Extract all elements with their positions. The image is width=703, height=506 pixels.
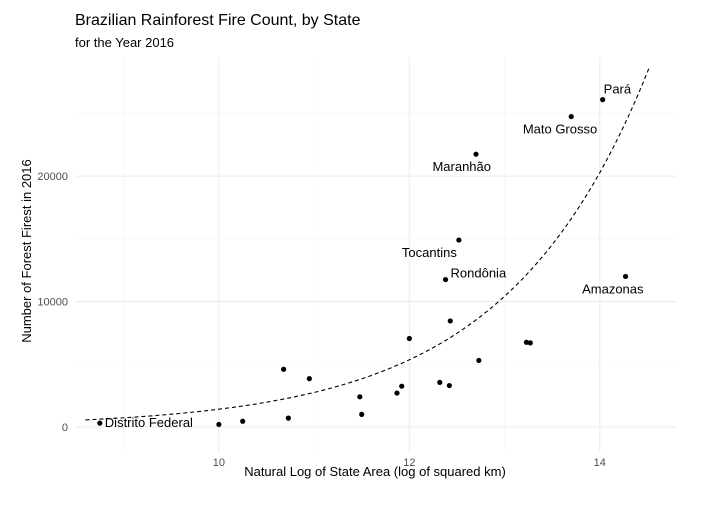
y-axis-ticks: 0 10000 20000 (37, 171, 68, 434)
data-point (447, 318, 453, 324)
x-tick-label: 12 (403, 457, 415, 469)
x-axis-ticks: 10 12 14 (213, 457, 606, 469)
data-point (568, 113, 574, 120)
data-point (456, 237, 462, 243)
point-label: Tocantins (402, 245, 457, 260)
y-tick-label: 20000 (37, 171, 68, 183)
data-point (476, 357, 482, 364)
data-point (437, 379, 443, 386)
data-point (281, 366, 287, 372)
y-tick-label: 0 (62, 422, 68, 434)
point-label: Rondônia (451, 266, 507, 281)
data-point (600, 97, 606, 103)
data-point (357, 394, 363, 400)
fit-curve (85, 67, 650, 421)
data-point (473, 151, 479, 157)
data-point (359, 411, 365, 417)
data-point (285, 415, 291, 421)
chart-subtitle: for the Year 2016 (75, 35, 174, 50)
data-point (446, 382, 452, 389)
x-axis-title: Natural Log of State Area (log of square… (244, 464, 506, 479)
data-points (97, 97, 629, 428)
data-point (442, 276, 449, 283)
chart-title: Brazilian Rainforest Fire Count, by Stat… (75, 12, 361, 29)
point-label: Pará (604, 82, 632, 97)
data-point (394, 390, 400, 396)
x-tick-label: 10 (213, 457, 225, 469)
data-point (622, 273, 629, 280)
grid-lines (76, 57, 676, 452)
data-point (240, 418, 246, 424)
x-tick-label: 14 (594, 457, 606, 469)
data-point (527, 340, 533, 346)
data-point (216, 421, 222, 428)
point-label: Maranhão (432, 159, 491, 174)
data-point (406, 335, 412, 342)
y-axis-title: Number of Forest Firest in 2016 (19, 159, 34, 343)
point-label: Mato Grosso (523, 122, 597, 137)
point-label: Distrito Federal (105, 415, 193, 430)
point-label: Amazonas (582, 281, 644, 296)
trend-line (85, 67, 650, 421)
point-labels: Distrito Federal Rondônia Tocantins Maranhã… (105, 82, 644, 431)
data-point (399, 383, 405, 389)
data-point (306, 376, 312, 382)
y-tick-label: 10000 (37, 297, 68, 309)
data-point (97, 420, 103, 426)
